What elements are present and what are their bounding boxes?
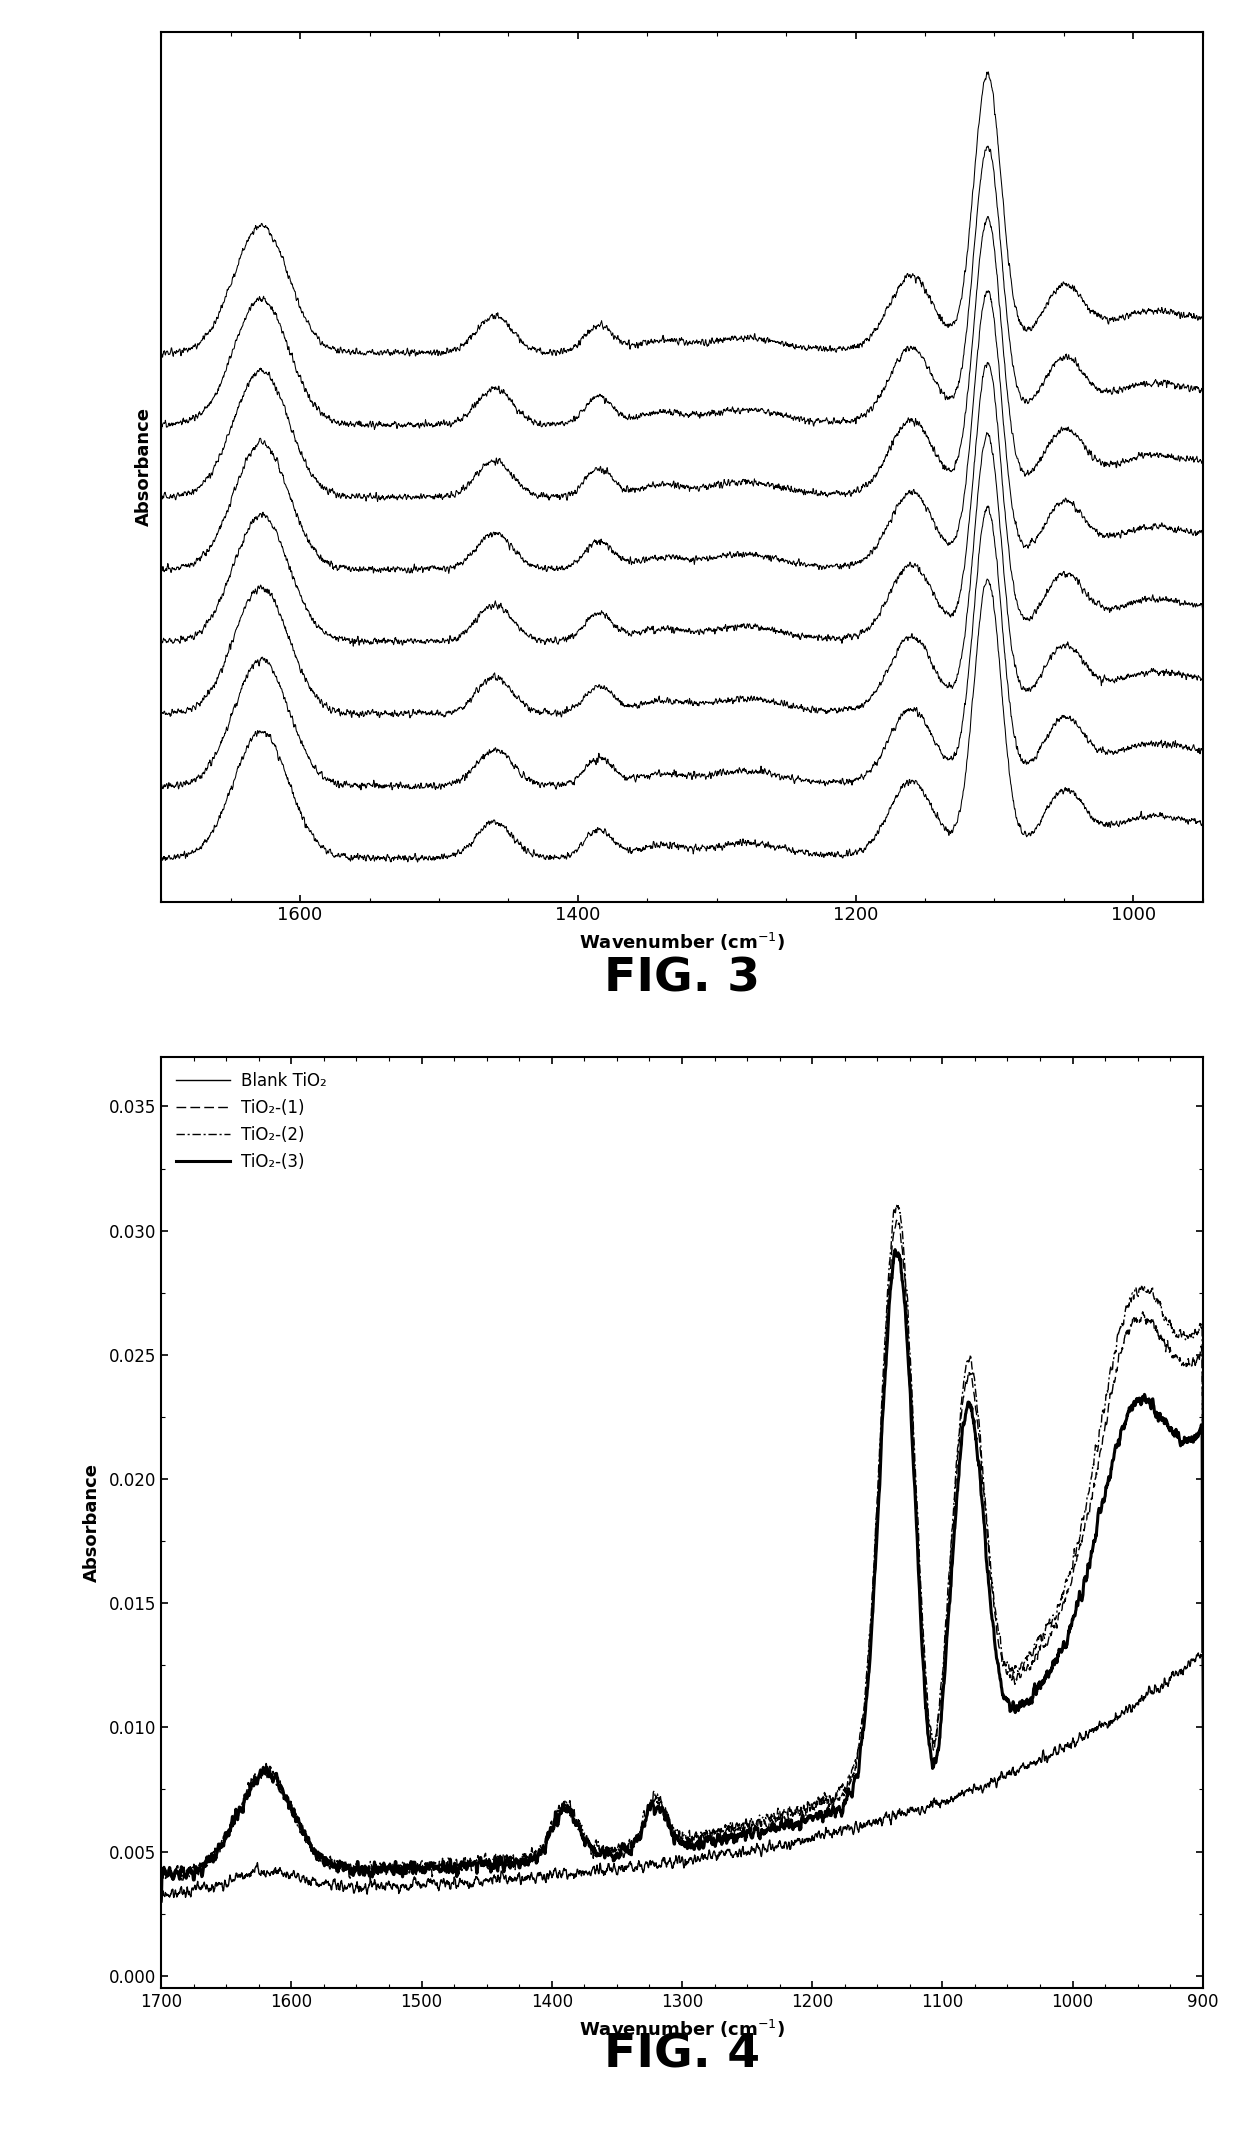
TiO₂-(2) <box>273 1778 288 1804</box>
TiO₂-(1) <box>553 1797 568 1823</box>
Y-axis label: Absorbance: Absorbance <box>135 407 153 526</box>
Blank TiO₂ <box>1063 1733 1078 1758</box>
Line: Blank TiO₂: Blank TiO₂ <box>161 1653 1203 1901</box>
TiO₂-(3) <box>273 1774 288 1799</box>
TiO₂-(2) <box>335 1855 350 1881</box>
TiO₂-(2) <box>1176 1323 1190 1349</box>
TiO₂-(1) <box>1195 1590 1210 1616</box>
Line: TiO₂-(3): TiO₂-(3) <box>161 1250 1203 1901</box>
TiO₂-(3) <box>599 1843 614 1868</box>
TiO₂-(1) <box>1176 1351 1190 1377</box>
TiO₂-(2) <box>599 1843 614 1868</box>
Legend: Blank TiO₂, TiO₂-(1), TiO₂-(2), TiO₂-(3): Blank TiO₂, TiO₂-(1), TiO₂-(2), TiO₂-(3) <box>170 1065 334 1179</box>
Line: TiO₂-(2): TiO₂-(2) <box>161 1205 1203 1901</box>
TiO₂-(1) <box>889 1207 904 1233</box>
Y-axis label: Absorbance: Absorbance <box>83 1463 100 1582</box>
Blank TiO₂ <box>335 1871 350 1896</box>
Line: TiO₂-(1): TiO₂-(1) <box>161 1220 1203 1901</box>
TiO₂-(2) <box>1063 1560 1078 1586</box>
Blank TiO₂ <box>1190 1640 1205 1666</box>
TiO₂-(2) <box>1195 1571 1210 1597</box>
TiO₂-(2) <box>154 1888 169 1914</box>
TiO₂-(2) <box>553 1795 568 1821</box>
Blank TiO₂ <box>1174 1659 1189 1685</box>
TiO₂-(3) <box>553 1797 568 1823</box>
Blank TiO₂ <box>599 1860 614 1886</box>
TiO₂-(3) <box>1063 1616 1078 1642</box>
X-axis label: Wavenumber (cm$^{-1}$): Wavenumber (cm$^{-1}$) <box>579 931 785 953</box>
TiO₂-(1) <box>335 1851 350 1877</box>
TiO₂-(3) <box>888 1237 903 1263</box>
TiO₂-(1) <box>1063 1573 1078 1599</box>
Blank TiO₂ <box>1195 1771 1210 1797</box>
X-axis label: Wavenumber (cm$^{-1}$): Wavenumber (cm$^{-1}$) <box>579 2017 785 2041</box>
Text: FIG. 4: FIG. 4 <box>604 2032 760 2077</box>
TiO₂-(3) <box>154 1888 169 1914</box>
Blank TiO₂ <box>273 1855 288 1881</box>
Blank TiO₂ <box>154 1888 169 1914</box>
Text: FIG. 3: FIG. 3 <box>604 957 760 1002</box>
TiO₂-(2) <box>890 1192 905 1218</box>
TiO₂-(1) <box>599 1836 614 1862</box>
Blank TiO₂ <box>553 1864 568 1890</box>
TiO₂-(1) <box>273 1767 288 1793</box>
TiO₂-(3) <box>1176 1431 1190 1457</box>
TiO₂-(3) <box>1195 1638 1210 1664</box>
TiO₂-(3) <box>335 1849 350 1875</box>
TiO₂-(1) <box>154 1888 169 1914</box>
